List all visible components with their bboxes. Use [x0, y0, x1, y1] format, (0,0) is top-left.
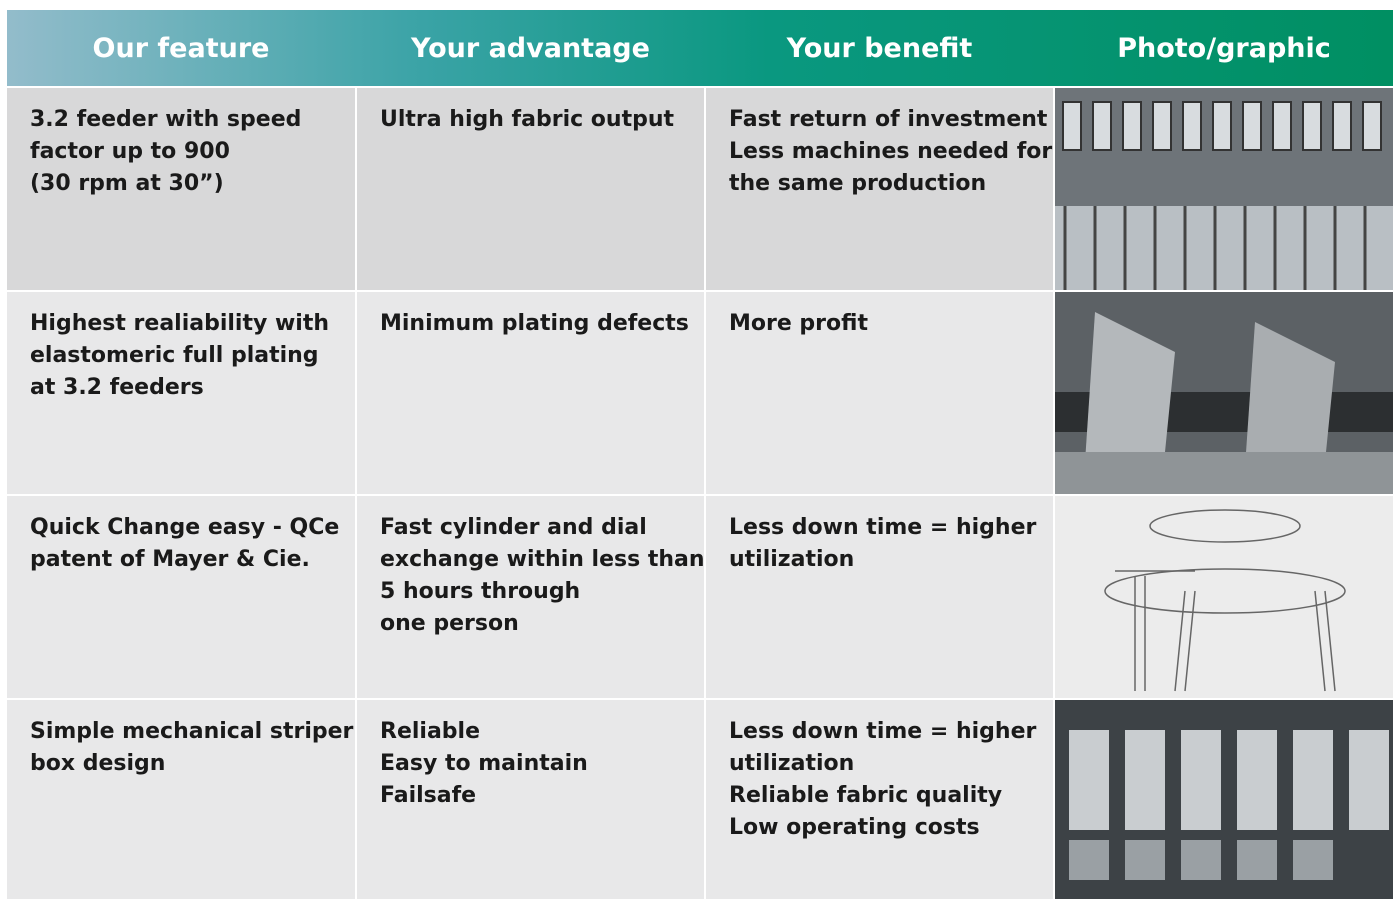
- cell-text: Minimum plating defects: [380, 311, 689, 336]
- table-cell: Less down time = higher utilization: [706, 496, 1053, 698]
- cell-text: utilization: [729, 751, 855, 776]
- cell-text: Fast return of investment: [729, 107, 1048, 132]
- column-header: Your advantage: [411, 32, 650, 64]
- cell-text: one person: [380, 611, 519, 636]
- photo-plating: [1055, 292, 1393, 494]
- table-cell: Ultra high fabric output: [357, 88, 704, 290]
- cell-text: Less machines needed for: [729, 139, 1053, 164]
- photo-feeders: [1055, 88, 1393, 290]
- cell-text: (30 rpm at 30”): [30, 171, 224, 196]
- cell-text: patent of Mayer & Cie.: [30, 547, 310, 572]
- table-cell: Quick Change easy - QCe patent of Mayer &…: [7, 496, 355, 698]
- cell-text: Quick Change easy - QCe: [30, 515, 340, 540]
- cell-text: the same production: [729, 171, 987, 196]
- column-header: Our feature: [92, 32, 270, 64]
- cell-text: Fast cylinder and dial: [380, 515, 647, 540]
- cell-text: Less down time = higher: [729, 719, 1037, 744]
- cell-text: 3.2 feeder with speed: [30, 107, 302, 132]
- cell-text: Easy to maintain: [380, 751, 588, 776]
- table-cell: Minimum plating defects: [357, 292, 704, 494]
- table-cell: Less down time = higher utilization Reliab…: [706, 700, 1053, 899]
- cell-text: elastomeric full plating: [30, 343, 319, 368]
- cell-text: Failsafe: [380, 783, 477, 808]
- table-cell: Fast cylinder and dial exchange within le…: [357, 496, 705, 698]
- cell-text: utilization: [729, 547, 855, 572]
- cell-text: factor up to 900: [30, 139, 230, 164]
- column-header: Photo/graphic: [1117, 32, 1331, 64]
- cell-text: Ultra high fabric output: [380, 107, 675, 132]
- feature-table: Our feature Your advantage Your benefit Pho…: [7, 10, 1393, 899]
- table-cell: Fast return of investment Less machines n…: [706, 88, 1053, 290]
- cell-text: Reliable: [380, 719, 480, 744]
- table-cell: Highest realiability with elastomeric ful…: [7, 292, 355, 494]
- photo-qce-drawing: [1055, 496, 1393, 698]
- cell-text: More profit: [729, 311, 868, 336]
- cell-text: Reliable fabric quality: [729, 783, 1003, 808]
- cell-text: exchange within less than: [380, 547, 705, 572]
- cell-text: Low operating costs: [729, 815, 980, 840]
- cell-text: Highest realiability with: [30, 311, 330, 336]
- cell-text: Simple mechanical striper: [30, 719, 354, 744]
- cell-text: Less down time = higher: [729, 515, 1037, 540]
- column-header: Your benefit: [786, 32, 973, 64]
- cell-text: 5 hours through: [380, 579, 581, 604]
- table-cell: Reliable Easy to maintain Failsafe: [357, 700, 704, 899]
- cell-text: at 3.2 feeders: [30, 375, 204, 400]
- photo-striper: [1055, 700, 1393, 899]
- table-cell: More profit: [706, 292, 1053, 494]
- header-row: [7, 10, 1393, 86]
- table-cell: Simple mechanical striper box design: [7, 700, 355, 899]
- cell-text: box design: [30, 751, 166, 776]
- table-cell: 3.2 feeder with speed factor up to 900 (30…: [7, 88, 355, 290]
